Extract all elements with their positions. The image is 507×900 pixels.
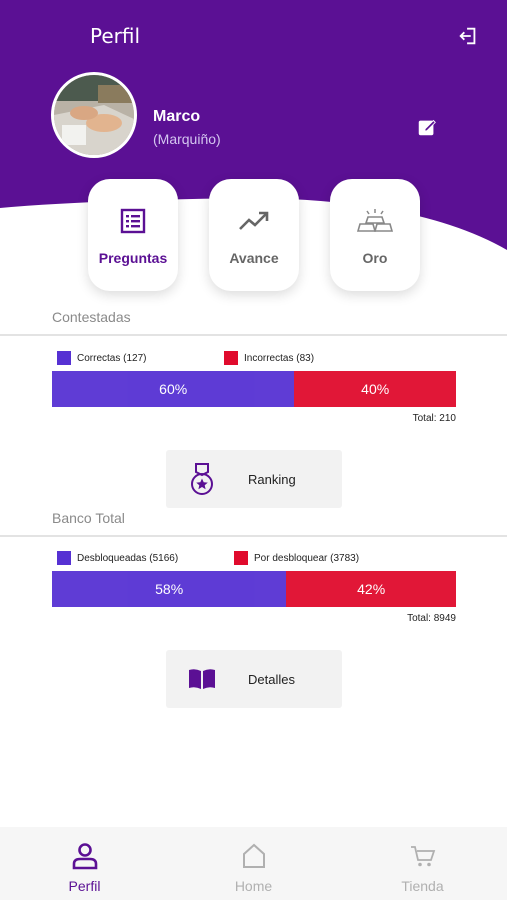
bank-section-title: Banco Total [52, 510, 125, 526]
home-icon [242, 843, 265, 868]
edit-profile-button[interactable] [416, 116, 438, 138]
gold-bars-icon [357, 209, 393, 232]
ranking-label: Ranking [248, 471, 296, 487]
cart-icon [410, 846, 435, 867]
person-icon [72, 843, 97, 870]
legend-swatch [57, 351, 71, 365]
trending-up-icon [239, 211, 269, 230]
card-preguntas[interactable]: Preguntas [88, 179, 178, 291]
nav-tienda[interactable]: Tienda [338, 827, 507, 900]
book-icon [189, 669, 215, 689]
answered-bar: 60% 40% [52, 371, 456, 407]
legend-swatch [234, 551, 248, 565]
answered-section-title: Contestadas [52, 309, 131, 325]
user-name: Marco [153, 108, 201, 125]
divider [0, 535, 507, 537]
medal-icon [191, 463, 213, 495]
edit-icon [418, 119, 436, 136]
nav-label: Home [234, 878, 273, 894]
divider [0, 334, 507, 336]
nav-label: Perfil [68, 878, 101, 894]
avatar-photo [54, 75, 134, 155]
bottom-navigation: Perfil Home Tienda [0, 827, 507, 900]
bank-total: Total: 8949 [407, 613, 456, 624]
legend-swatch [57, 551, 71, 565]
bank-bar: 58% 42% [52, 571, 456, 607]
details-button[interactable]: Detalles [166, 650, 342, 708]
logout-icon [459, 27, 476, 45]
list-icon [120, 208, 146, 234]
details-label: Detalles [248, 671, 295, 687]
legend-swatch [224, 351, 238, 365]
card-avance[interactable]: Avance [209, 179, 299, 291]
locked-segment: 42% [286, 571, 456, 607]
legend-label: Incorrectas (83) [244, 352, 315, 364]
logout-button[interactable] [456, 24, 480, 48]
legend-label: Correctas (127) [77, 352, 147, 364]
card-oro[interactable]: Oro [330, 179, 420, 291]
nav-label: Tienda [401, 878, 444, 894]
card-label: Preguntas [98, 250, 168, 266]
card-label: Avance [229, 250, 279, 266]
legend-unlocked: Desbloqueadas (5166) [57, 551, 178, 565]
answered-total: Total: 210 [412, 413, 456, 424]
nav-perfil[interactable]: Perfil [0, 827, 169, 900]
legend-locked: Por desbloquear (3783) [234, 551, 359, 565]
unlocked-segment: 58% [52, 571, 287, 607]
card-label: Oro [362, 250, 388, 266]
legend-correct: Correctas (127) [57, 351, 146, 365]
legend-label: Por desbloquear (3783) [254, 552, 360, 564]
ranking-button[interactable]: Ranking [166, 450, 342, 508]
avatar[interactable] [51, 72, 137, 158]
legend-incorrect: Incorrectas (83) [224, 351, 314, 365]
page-title: Perfil [90, 24, 141, 48]
nav-home[interactable]: Home [169, 827, 338, 900]
user-nickname: (Marquiño) [153, 131, 221, 147]
legend-label: Desbloqueadas (5166) [77, 552, 179, 564]
correct-segment: 60% [52, 371, 295, 407]
incorrect-segment: 40% [294, 371, 456, 407]
